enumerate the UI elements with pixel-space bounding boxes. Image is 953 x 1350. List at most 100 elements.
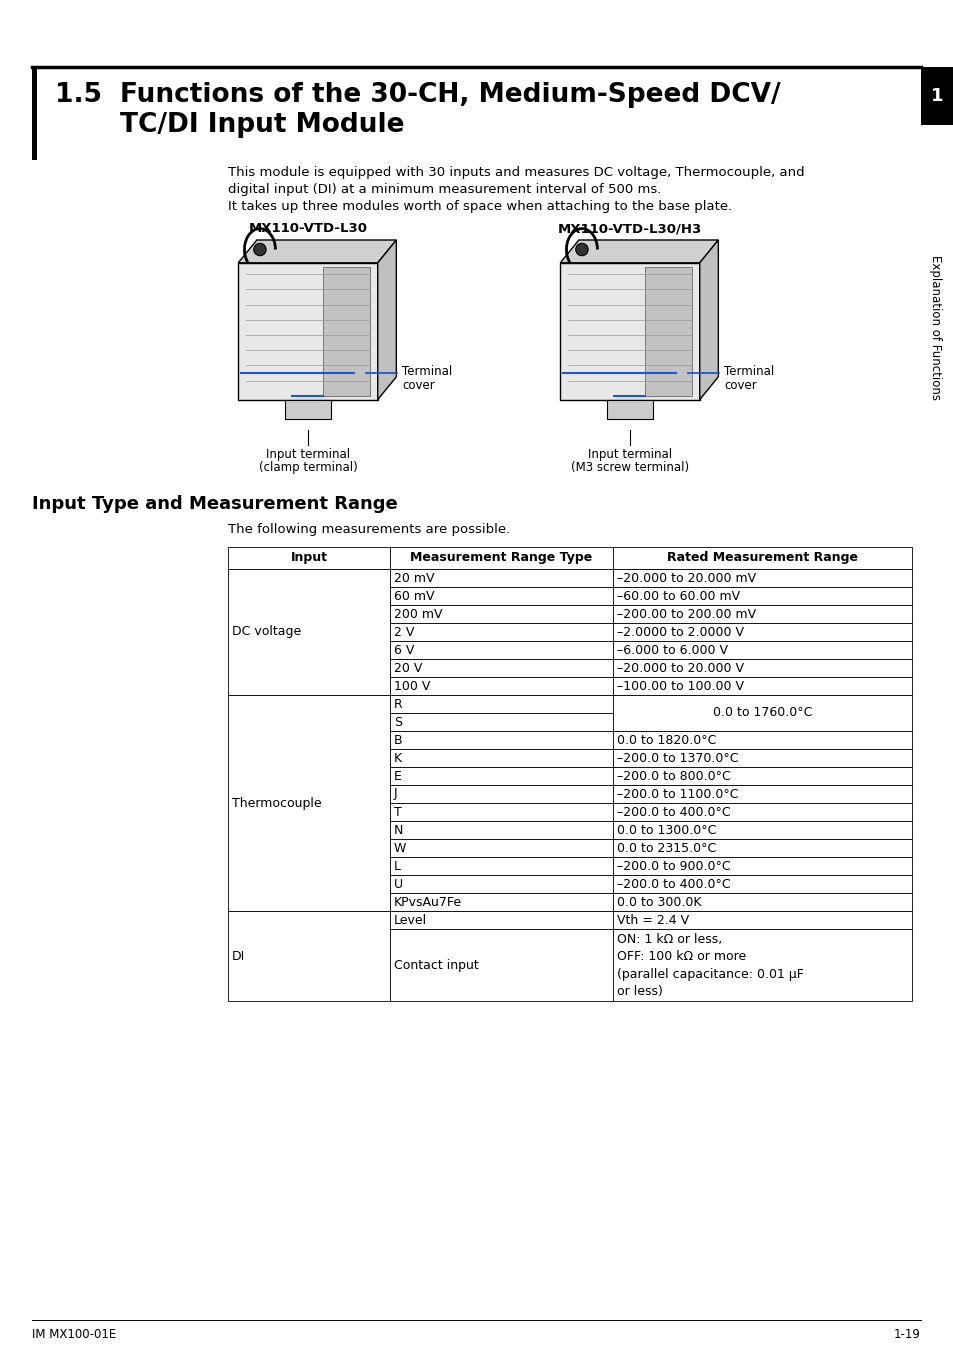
Text: Terminal: Terminal xyxy=(401,364,452,378)
Bar xyxy=(390,838,613,857)
Text: 20 mV: 20 mV xyxy=(394,571,434,585)
Bar xyxy=(613,641,911,659)
Bar xyxy=(613,784,911,803)
Bar xyxy=(613,875,911,892)
Bar xyxy=(613,676,911,695)
Text: 0.0 to 1760.0°C: 0.0 to 1760.0°C xyxy=(712,706,811,720)
Text: Level: Level xyxy=(394,914,427,926)
Text: –2.0000 to 2.0000 V: –2.0000 to 2.0000 V xyxy=(617,625,743,639)
Text: –200.00 to 200.00 mV: –200.00 to 200.00 mV xyxy=(617,608,756,621)
Bar xyxy=(613,605,911,622)
Bar xyxy=(390,784,613,803)
Bar xyxy=(390,547,613,568)
Text: Input Type and Measurement Range: Input Type and Measurement Range xyxy=(32,495,397,513)
Bar xyxy=(613,892,911,911)
Text: –200.0 to 1370.0°C: –200.0 to 1370.0°C xyxy=(617,752,738,764)
Text: (clamp terminal): (clamp terminal) xyxy=(258,460,357,474)
Text: It takes up three modules worth of space when attaching to the base plate.: It takes up three modules worth of space… xyxy=(228,200,732,213)
Bar xyxy=(228,547,390,568)
Bar xyxy=(613,911,911,929)
Bar xyxy=(390,929,613,1000)
Text: –20.000 to 20.000 mV: –20.000 to 20.000 mV xyxy=(617,571,756,585)
Text: J: J xyxy=(394,787,397,801)
Bar xyxy=(390,730,613,749)
Bar xyxy=(390,892,613,911)
Text: 200 mV: 200 mV xyxy=(394,608,442,621)
Text: Thermocouple: Thermocouple xyxy=(232,796,321,810)
Bar xyxy=(613,730,911,749)
Bar xyxy=(613,695,911,730)
Text: –200.0 to 800.0°C: –200.0 to 800.0°C xyxy=(617,769,730,783)
Text: W: W xyxy=(394,841,406,855)
Bar xyxy=(390,659,613,676)
Bar xyxy=(390,587,613,605)
Bar xyxy=(390,767,613,784)
Text: Functions of the 30-CH, Medium-Speed DCV/: Functions of the 30-CH, Medium-Speed DCV… xyxy=(120,82,780,108)
Circle shape xyxy=(253,243,266,255)
Polygon shape xyxy=(238,240,395,263)
Polygon shape xyxy=(377,240,395,400)
Text: 0.0 to 2315.0°C: 0.0 to 2315.0°C xyxy=(617,841,716,855)
Bar xyxy=(920,68,953,126)
Bar xyxy=(32,68,37,161)
Bar xyxy=(613,749,911,767)
Bar xyxy=(613,803,911,821)
Circle shape xyxy=(576,243,588,255)
Text: 1.5: 1.5 xyxy=(55,82,102,108)
Text: 100 V: 100 V xyxy=(394,679,430,693)
Text: R: R xyxy=(394,698,402,710)
Text: T: T xyxy=(394,806,401,818)
Bar xyxy=(390,605,613,622)
Bar xyxy=(613,568,911,587)
Bar xyxy=(613,767,911,784)
Bar xyxy=(238,263,377,400)
Text: The following measurements are possible.: The following measurements are possible. xyxy=(228,522,510,536)
Text: Explanation of Functions: Explanation of Functions xyxy=(928,255,941,400)
Text: –200.0 to 400.0°C: –200.0 to 400.0°C xyxy=(617,806,730,818)
Text: 60 mV: 60 mV xyxy=(394,590,434,602)
Text: S: S xyxy=(394,716,401,729)
Text: (M3 screw terminal): (M3 screw terminal) xyxy=(570,460,688,474)
Text: Input: Input xyxy=(291,552,327,564)
Text: U: U xyxy=(394,878,403,891)
Bar xyxy=(390,821,613,838)
Bar xyxy=(613,659,911,676)
Bar xyxy=(613,838,911,857)
Text: Rated Measurement Range: Rated Measurement Range xyxy=(666,552,857,564)
Text: K: K xyxy=(394,752,402,764)
Bar xyxy=(390,568,613,587)
Bar xyxy=(390,875,613,892)
Bar xyxy=(613,929,911,1000)
Text: digital input (DI) at a minimum measurement interval of 500 ms.: digital input (DI) at a minimum measurem… xyxy=(228,184,660,196)
Bar xyxy=(323,266,370,396)
Bar xyxy=(228,695,390,911)
Text: 1-19: 1-19 xyxy=(893,1328,920,1341)
Bar xyxy=(390,749,613,767)
Text: 0.0 to 300.0K: 0.0 to 300.0K xyxy=(617,895,700,909)
Text: E: E xyxy=(394,769,401,783)
Bar xyxy=(284,400,331,418)
Text: Input terminal: Input terminal xyxy=(587,448,671,460)
Text: cover: cover xyxy=(401,379,435,391)
Text: –200.0 to 400.0°C: –200.0 to 400.0°C xyxy=(617,878,730,891)
Text: IM MX100-01E: IM MX100-01E xyxy=(32,1328,116,1341)
Text: KPvsAu7Fe: KPvsAu7Fe xyxy=(394,895,461,909)
Bar xyxy=(228,911,390,1000)
Text: MX110-VTD-L30/H3: MX110-VTD-L30/H3 xyxy=(558,221,701,235)
Text: –200.0 to 1100.0°C: –200.0 to 1100.0°C xyxy=(617,787,738,801)
Bar xyxy=(613,857,911,875)
Bar xyxy=(390,911,613,929)
Text: –20.000 to 20.000 V: –20.000 to 20.000 V xyxy=(617,662,743,675)
Bar xyxy=(559,263,699,400)
Bar xyxy=(390,676,613,695)
Text: Contact input: Contact input xyxy=(394,958,478,972)
Text: L: L xyxy=(394,860,400,872)
Text: Measurement Range Type: Measurement Range Type xyxy=(410,552,592,564)
Text: ON: 1 kΩ or less,
OFF: 100 kΩ or more
(parallel capacitance: 0.01 μF
or less): ON: 1 kΩ or less, OFF: 100 kΩ or more (p… xyxy=(617,933,803,999)
Text: 6 V: 6 V xyxy=(394,644,414,656)
Text: B: B xyxy=(394,733,402,747)
Bar xyxy=(645,266,691,396)
Bar xyxy=(606,400,653,418)
Text: 2 V: 2 V xyxy=(394,625,414,639)
Text: 0.0 to 1300.0°C: 0.0 to 1300.0°C xyxy=(617,824,716,837)
